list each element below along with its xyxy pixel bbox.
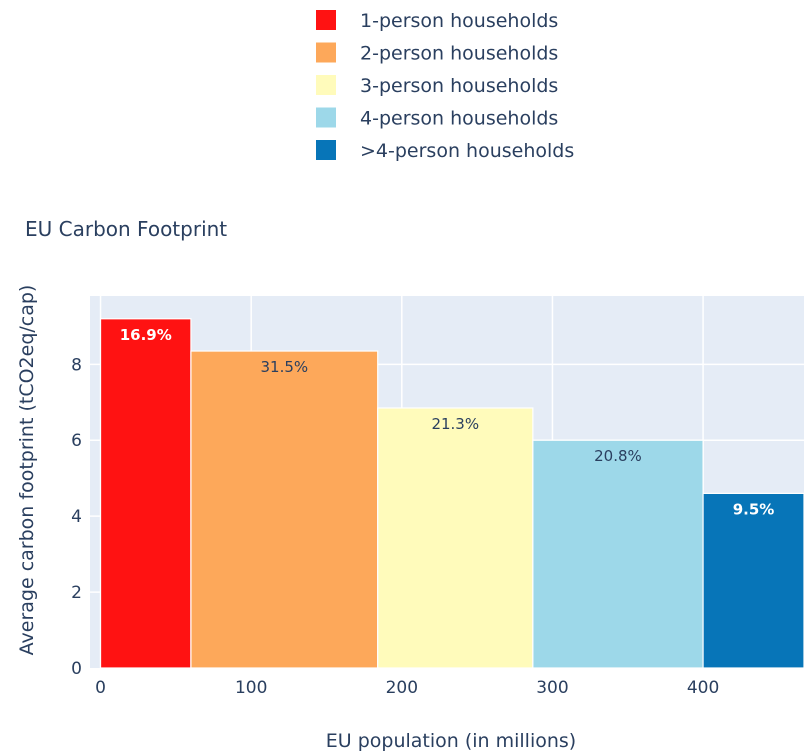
x-tick-label: 200 [386, 678, 418, 698]
bar-data-label: 31.5% [260, 358, 308, 376]
x-axis-title: EU population (in millions) [326, 730, 576, 752]
legend-swatch [316, 43, 336, 63]
legend-swatch [316, 108, 336, 128]
y-axis-ticks: 0 2 4 6 8 [71, 355, 82, 679]
legend-item[interactable]: 2-person households [316, 43, 558, 65]
y-tick-label: 8 [71, 355, 82, 375]
legend: 1-person households 2-person households 3-… [316, 10, 574, 162]
y-tick-label: 4 [71, 507, 82, 527]
bar [703, 493, 804, 668]
bar-data-label: 9.5% [733, 500, 775, 518]
y-axis-title: Average carbon footprint (tCO2eq/cap) [16, 285, 38, 656]
y-tick-label: 2 [71, 583, 82, 603]
x-tick-label: 400 [687, 678, 719, 698]
x-tick-label: 300 [536, 678, 568, 698]
y-tick-label: 0 [71, 659, 82, 679]
legend-item[interactable]: 3-person households [316, 75, 558, 97]
y-tick-label: 6 [71, 431, 82, 451]
x-tick-label: 0 [95, 678, 106, 698]
legend-label: 1-person households [360, 10, 558, 32]
legend-label: 3-person households [360, 75, 558, 97]
legend-item[interactable]: >4-person households [316, 140, 574, 162]
bar [533, 440, 703, 668]
bar [378, 408, 533, 668]
legend-label: >4-person households [360, 140, 574, 162]
bar [101, 319, 191, 668]
legend-item[interactable]: 4-person households [316, 108, 558, 130]
bar [191, 351, 378, 668]
x-axis-ticks: 0 100 200 300 400 [95, 678, 719, 698]
x-tick-label: 100 [235, 678, 267, 698]
legend-label: 4-person households [360, 108, 558, 130]
bar-data-label: 16.9% [120, 326, 172, 344]
legend-item[interactable]: 1-person households [316, 10, 558, 32]
bar-data-label: 20.8% [594, 447, 642, 465]
legend-swatch [316, 140, 336, 160]
legend-label: 2-person households [360, 43, 558, 65]
chart-title: EU Carbon Footprint [25, 217, 227, 241]
legend-swatch [316, 10, 336, 30]
legend-swatch [316, 75, 336, 95]
bar-data-label: 21.3% [431, 415, 479, 433]
